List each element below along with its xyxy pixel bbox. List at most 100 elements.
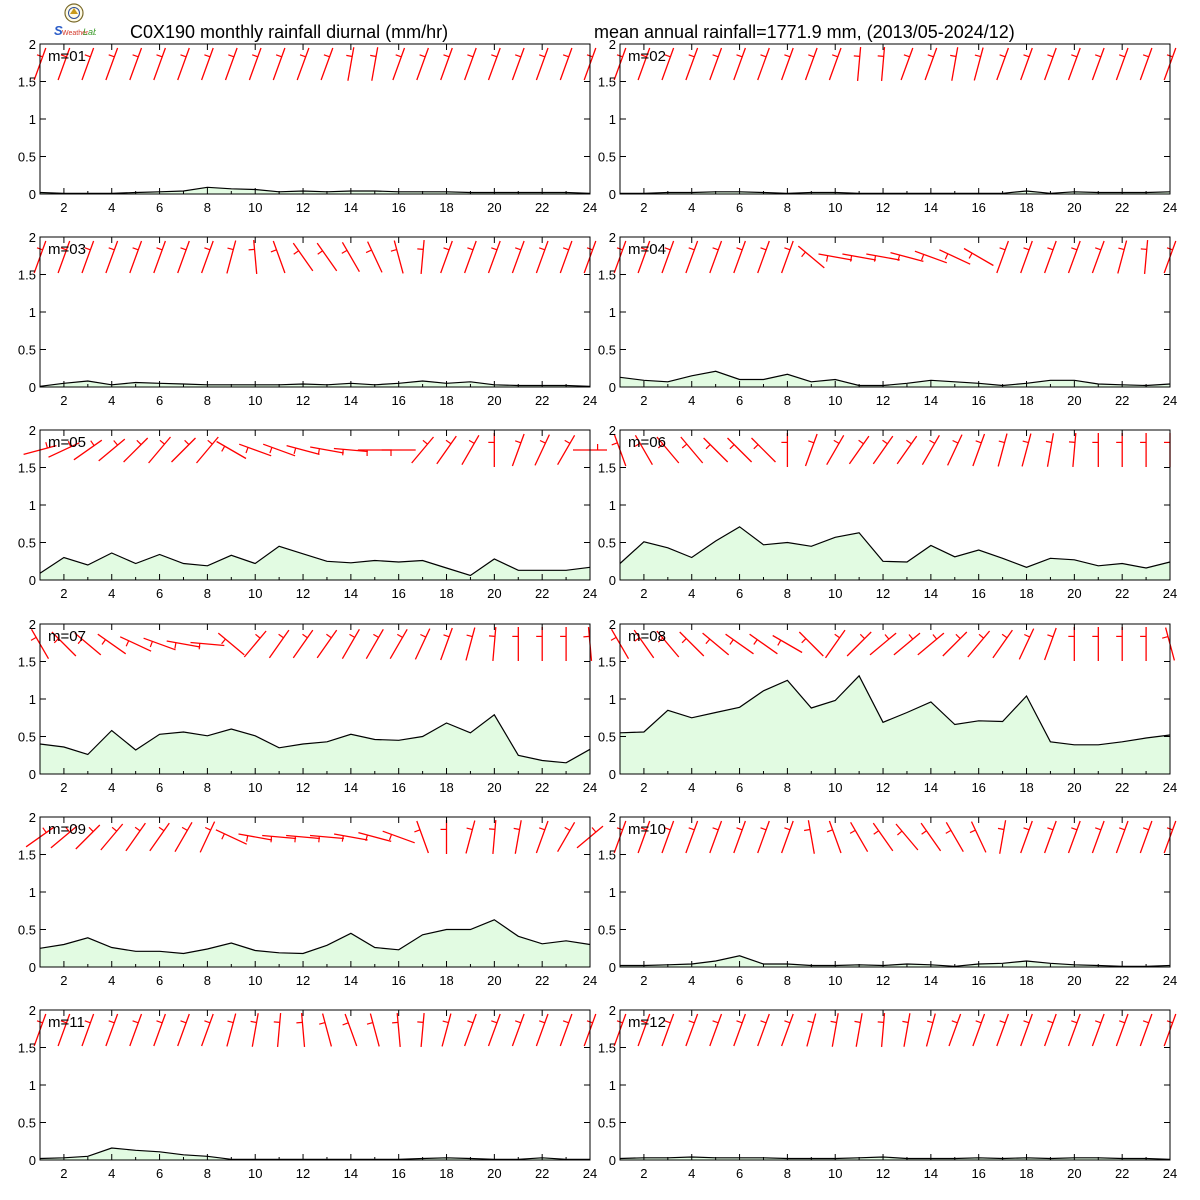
wind-barb-flag <box>1095 54 1102 58</box>
y-tick-label: 1.5 <box>18 848 36 863</box>
wind-barb-flag <box>640 247 647 251</box>
x-tick-label: 24 <box>583 586 597 601</box>
wind-barb <box>292 242 314 272</box>
wind-barb-flag <box>221 638 226 645</box>
x-tick-label: 10 <box>828 200 842 215</box>
wind-barb-flag <box>397 633 403 638</box>
wind-barb-flag <box>467 247 474 251</box>
wind-barb-flag <box>1118 827 1126 831</box>
wind-barb <box>463 240 477 274</box>
wind-barb <box>248 47 262 81</box>
wind-barb-flag <box>634 637 640 642</box>
y-tick-label: 0.5 <box>598 343 616 358</box>
x-tick-label: 12 <box>876 586 890 601</box>
wind-barb-flag <box>801 638 807 644</box>
wind-barb <box>727 437 753 463</box>
wind-barb <box>316 629 338 659</box>
wind-barb <box>804 47 818 81</box>
y-tick-label: 1.5 <box>598 848 616 863</box>
wind-barb-flag <box>67 441 72 448</box>
x-tick-label: 24 <box>1163 586 1177 601</box>
wind-barb <box>831 1013 839 1047</box>
wind-barb-flag <box>417 1021 424 1023</box>
wind-barb <box>967 630 991 658</box>
y-tick-label: 0 <box>29 960 36 975</box>
x-tick-label: 18 <box>1019 780 1033 795</box>
rain-area <box>620 675 1170 774</box>
y-tick-label: 1.5 <box>598 1041 616 1056</box>
wind-barb <box>842 253 877 261</box>
wind-barb-flag <box>903 54 910 58</box>
wind-barb <box>685 47 699 81</box>
plot-frame <box>619 816 1171 968</box>
wind-barb-flag <box>1071 247 1078 251</box>
y-tick-label: 0 <box>609 1153 616 1168</box>
wind-barb-flag <box>538 247 546 251</box>
x-tick-label: 4 <box>108 200 115 215</box>
wind-barb <box>925 1013 936 1047</box>
x-tick-label: 6 <box>736 780 743 795</box>
wind-barb-flag <box>319 1022 326 1025</box>
wind-barb-flag <box>275 54 282 58</box>
wind-barb-flag <box>712 827 719 831</box>
wind-barb <box>369 1013 380 1047</box>
wind-barb <box>1043 820 1057 854</box>
wind-barb-flag <box>826 255 829 262</box>
wind-barb-flag <box>969 829 976 834</box>
x-tick-label: 4 <box>108 973 115 988</box>
wind-barb <box>656 630 680 658</box>
wind-barb-flag <box>826 829 833 833</box>
wind-barb-flag <box>808 54 815 58</box>
x-tick-label: 4 <box>108 393 115 408</box>
wind-barb-flag <box>538 54 546 58</box>
wind-barb-flag <box>807 1020 814 1024</box>
panel-m-12: 00.511.522 4 6 8 10 12 14 16 18 20 22 24m=12 <box>598 1003 1177 1181</box>
rain-line <box>619 370 1171 387</box>
wind-barb <box>661 820 675 854</box>
wind-barb-flag <box>255 633 261 639</box>
x-tick-label: 4 <box>688 780 695 795</box>
wind-barb <box>772 634 803 654</box>
wind-barb-flag <box>84 1020 91 1024</box>
wind-barb-flag <box>736 827 743 831</box>
wind-barb <box>780 1013 794 1047</box>
wind-barb <box>680 436 704 464</box>
panel-label: m=04 <box>628 241 666 258</box>
wind-barb <box>262 834 297 840</box>
x-tick-label: 16 <box>391 393 405 408</box>
wind-barb <box>81 47 95 81</box>
wind-barb-flag <box>317 250 323 255</box>
panel-m-08: 00.511.522 4 6 8 10 12 14 16 18 20 22 24m=08 <box>598 617 1177 795</box>
wind-barb <box>309 834 344 840</box>
panel-label: m=03 <box>48 241 86 258</box>
rain-line <box>620 955 1171 967</box>
rain-area <box>40 919 590 967</box>
wind-barb-flag <box>921 830 927 835</box>
wind-barb <box>535 240 549 274</box>
wind-barb <box>200 47 214 81</box>
wind-barb-flag <box>583 635 590 638</box>
y-tick-label: 1 <box>29 305 36 320</box>
wind-barb-flag <box>1023 1020 1030 1024</box>
wind-barb <box>1091 240 1105 274</box>
x-tick-label: 20 <box>487 973 501 988</box>
wind-barb-flag <box>84 247 91 251</box>
y-tick-label: 2 <box>609 37 616 52</box>
x-tick-label: 2 <box>60 780 67 795</box>
wind-barb-flag <box>975 1020 982 1024</box>
x-tick-label: 14 <box>344 393 358 408</box>
x-tick-label: 8 <box>784 200 791 215</box>
wind-barb-flag <box>1095 1020 1102 1024</box>
wind-barb-flag <box>1047 54 1054 58</box>
wind-barb <box>1117 240 1128 274</box>
wind-barb-flag <box>736 54 743 58</box>
wind-barb-flag <box>30 636 37 641</box>
wind-barb-flag <box>111 826 118 832</box>
x-tick-label: 24 <box>1163 973 1177 988</box>
wind-barb <box>226 240 237 274</box>
x-tick-label: 6 <box>156 1166 163 1181</box>
wind-barb-flag <box>317 448 320 455</box>
wind-barb-flag <box>926 1020 933 1024</box>
wind-barb-flag <box>227 247 234 251</box>
wind-barb-flag <box>88 826 94 833</box>
